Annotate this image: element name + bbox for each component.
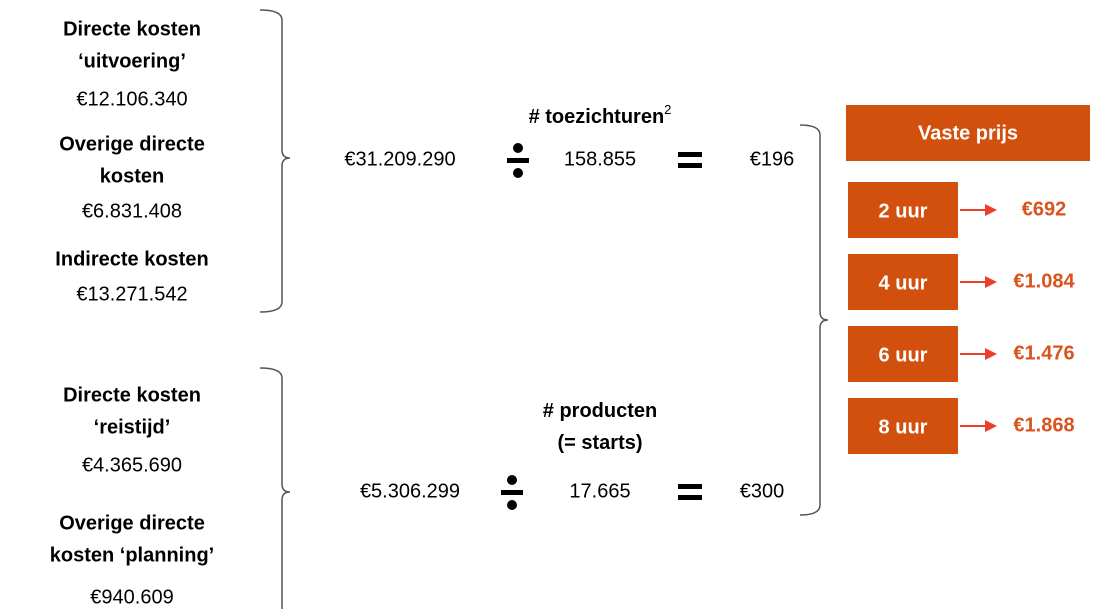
equals-icon: [678, 152, 702, 157]
cost-value: €940.609: [90, 586, 173, 608]
divisor: 17.665: [569, 480, 630, 502]
divide-icon: [513, 143, 523, 153]
divisor-header: (= starts): [557, 432, 642, 454]
arrow-head: [985, 204, 997, 216]
divisor-header-text: # toezichturen: [529, 106, 665, 128]
cost-label: ‘uitvoering’: [78, 50, 186, 72]
hours-box: [848, 398, 958, 454]
superscript: 2: [664, 102, 671, 117]
equals-icon: [678, 495, 702, 500]
hours-label: 2 uur: [879, 200, 928, 222]
price-header: Vaste prijs: [918, 122, 1018, 144]
bracket: [799, 124, 829, 516]
hours-label: 4 uur: [879, 272, 928, 294]
total-cost: €5.306.299: [360, 480, 460, 502]
cost-label: Directe kosten: [63, 18, 201, 40]
arrow-head: [985, 348, 997, 360]
cost-label: Overige directe: [59, 512, 205, 534]
content: Directe kosten ‘uitvoering’ €12.106.340 Ove…: [50, 18, 1090, 608]
divide-icon: [507, 500, 517, 510]
cost-label: Indirecte kosten: [55, 248, 208, 270]
cost-label: Directe kosten: [63, 384, 201, 406]
price-value: €692: [1022, 198, 1067, 220]
result: €196: [750, 148, 795, 170]
hours-box: [848, 326, 958, 382]
price-header-box: [846, 105, 1090, 161]
total-cost: €31.209.290: [344, 148, 455, 170]
arrow-head: [985, 276, 997, 288]
price-value: €1.868: [1013, 414, 1074, 436]
cost-label: Overige directe: [59, 133, 205, 155]
bracket: [259, 367, 291, 609]
hours-box: [848, 254, 958, 310]
hours-box: [848, 182, 958, 238]
bracket: [259, 9, 291, 313]
divide-icon: [507, 158, 529, 163]
divide-icon: [513, 168, 523, 178]
divide-icon: [501, 490, 523, 495]
cost-value: €13.271.542: [76, 283, 187, 305]
divisor: 158.855: [564, 148, 636, 170]
divisor-header: # producten: [543, 400, 657, 422]
result: €300: [740, 480, 785, 502]
cost-label: ‘reistijd’: [94, 416, 171, 438]
divide-icon: [507, 475, 517, 485]
equals-icon: [678, 163, 702, 168]
divisor-header-text: (= starts): [557, 432, 642, 454]
divisor-header: # toezichturen2: [529, 102, 672, 128]
hours-label: 6 uur: [879, 344, 928, 366]
cost-label: kosten: [100, 165, 164, 187]
cost-value: €6.831.408: [82, 200, 182, 222]
price-value: €1.476: [1013, 342, 1074, 364]
hours-label: 8 uur: [879, 416, 928, 438]
price-value: €1.084: [1013, 270, 1075, 292]
arrow-head: [985, 420, 997, 432]
cost-value: €4.365.690: [82, 454, 182, 476]
divisor-header-text: # producten: [543, 400, 657, 422]
cost-value: €12.106.340: [76, 88, 187, 110]
cost-label: kosten ‘planning’: [50, 544, 214, 566]
equals-icon: [678, 484, 702, 489]
